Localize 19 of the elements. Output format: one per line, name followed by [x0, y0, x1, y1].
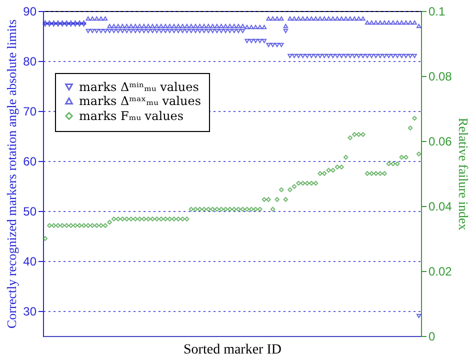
y-tick-label: 90: [23, 4, 37, 18]
legend-label: marks Fₘᵤ values: [79, 109, 184, 123]
legend-label: marks Δᵐᵃˣₘᵤ values: [79, 94, 201, 108]
y-tick-label: 50: [23, 204, 37, 218]
y-tick-label: 60: [23, 154, 37, 168]
y-tick-label: 30: [23, 304, 37, 318]
y-tick-label: 40: [23, 254, 37, 268]
y-tick-label: 70: [23, 104, 37, 118]
y2-tick-label: 0.1: [428, 4, 446, 18]
x-axis-title: Sorted marker ID: [184, 342, 282, 358]
y2-axis-title: Relative failure index: [456, 118, 471, 231]
legend-label: marks Δᵐⁱⁿₘᵤ values: [79, 80, 199, 94]
y2-tick-label: 0: [428, 330, 436, 344]
y2-tick-label: 0.02: [428, 264, 452, 278]
y-axis-title: Correctly recognized markers rotation angle absolute limits: [4, 19, 20, 329]
y-tick-label: 80: [23, 54, 37, 68]
y2-tick-label: 0.06: [428, 134, 452, 148]
y2-tick-label: 0.04: [428, 200, 452, 214]
y2-tick-label: 0.08: [428, 70, 452, 84]
